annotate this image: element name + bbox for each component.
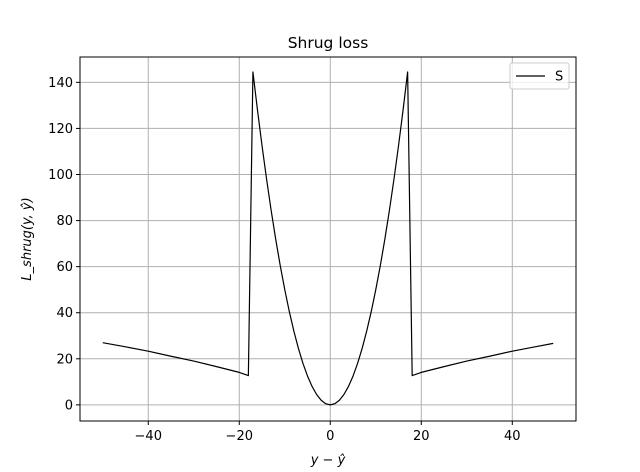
x-tick-label: −20	[226, 429, 253, 444]
legend: S	[509, 62, 570, 90]
grid	[80, 57, 576, 421]
y-tick-label: 0	[65, 398, 73, 413]
series-line-s	[102, 71, 554, 406]
x-axis-label: y − ŷ	[310, 453, 346, 468]
x-tick-label: 40	[504, 429, 521, 444]
y-tick-label: 140	[48, 76, 73, 91]
y-axis-label: L_shrug(y, ŷ)	[20, 197, 35, 280]
x-tick-label: 20	[413, 429, 430, 444]
x-tick-label: −40	[135, 429, 162, 444]
y-tick-label: 20	[56, 352, 73, 367]
chart-title: Shrug loss	[288, 34, 369, 52]
x-tick-label: 0	[326, 429, 334, 444]
ticks: −40 −20 0 20 40 0 20 40 60 80 100 120 140	[48, 76, 520, 444]
plot-frame	[79, 56, 577, 422]
legend-entry-s: S	[555, 70, 563, 85]
y-tick-label: 80	[56, 214, 73, 229]
y-tick-label: 120	[48, 122, 73, 137]
y-tick-label: 40	[56, 306, 73, 321]
series-layer	[102, 71, 554, 406]
y-tick-label: 60	[56, 260, 73, 275]
y-tick-label: 100	[48, 168, 73, 183]
